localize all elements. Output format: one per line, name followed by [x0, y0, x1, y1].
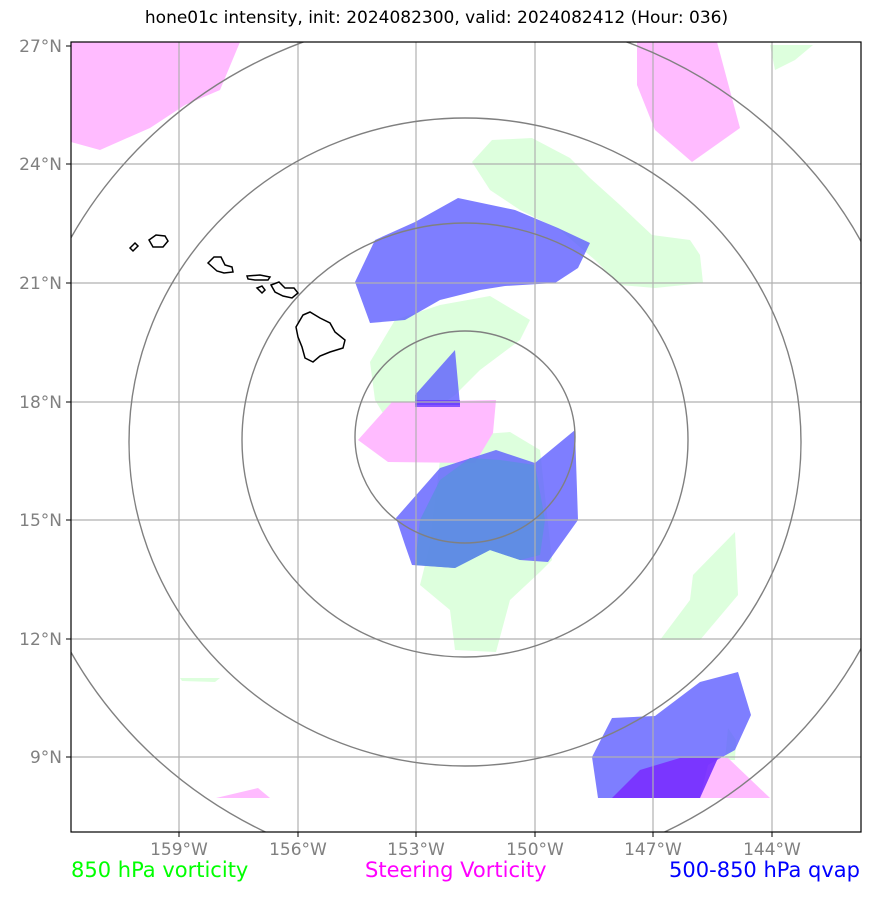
range-ring-2: [241, 222, 689, 658]
steering-vorticity-area: [216, 788, 270, 798]
island-molokai: [245, 274, 272, 281]
range-ring-inner: [354, 330, 576, 544]
island-lanai: [255, 285, 266, 295]
vorticity-850-area: [180, 678, 220, 682]
range-rings: [71, 42, 861, 832]
island-niihau: [128, 241, 140, 253]
qvap-steering-overlap: [415, 400, 460, 407]
lon-label-159w: 159°W: [150, 840, 208, 860]
island-kauai: [148, 234, 169, 248]
island-hawaii: [295, 311, 346, 363]
lat-label-24n: 24°N: [19, 155, 62, 175]
lon-label-147w: 147°W: [624, 840, 682, 860]
vorticity-850-area: [770, 45, 813, 70]
qvap-area: [415, 350, 460, 405]
island-oahu: [206, 256, 234, 274]
vorticity-850-area: [660, 532, 738, 640]
legend-850-hpa-vorticity: 850 hPa vorticity: [71, 858, 249, 882]
qvap-area: [592, 672, 751, 798]
lat-label-15n: 15°N: [19, 511, 62, 531]
qvap-steering-overlap: [612, 758, 718, 798]
range-ring-3: [128, 117, 802, 767]
coastline: [128, 234, 346, 363]
legend-500-850-hpa-qvap: 500-850 hPa qvap: [669, 858, 860, 882]
lat-label-21n: 21°N: [19, 274, 62, 294]
lon-label-153w: 153°W: [387, 840, 445, 860]
lat-label-27n: 27°N: [19, 37, 62, 57]
steering-vorticity-area: [637, 42, 740, 162]
lon-label-150w: 150°W: [506, 840, 564, 860]
lat-label-9n: 9°N: [30, 748, 62, 768]
tick-marks: [66, 45, 773, 837]
lat-label-18n: 18°N: [19, 393, 62, 413]
lon-label-144w: 144°W: [743, 840, 801, 860]
lat-label-12n: 12°N: [19, 630, 62, 650]
vorticity-850-area: [472, 138, 703, 288]
map-title: hone01c intensity, init: 2024082300, val…: [144, 8, 729, 28]
overlap-layer: [415, 400, 718, 798]
gridlines: [71, 42, 861, 832]
lon-label-156w: 156°W: [269, 840, 327, 860]
plot-frame: [70, 41, 862, 833]
qvap-vorticity-overlap: [415, 458, 545, 568]
legend-steering-vorticity: Steering Vorticity: [365, 858, 547, 882]
steering-vorticity-area: [358, 400, 496, 463]
island-maui: [269, 281, 300, 299]
steering-vorticity-area: [71, 42, 240, 150]
